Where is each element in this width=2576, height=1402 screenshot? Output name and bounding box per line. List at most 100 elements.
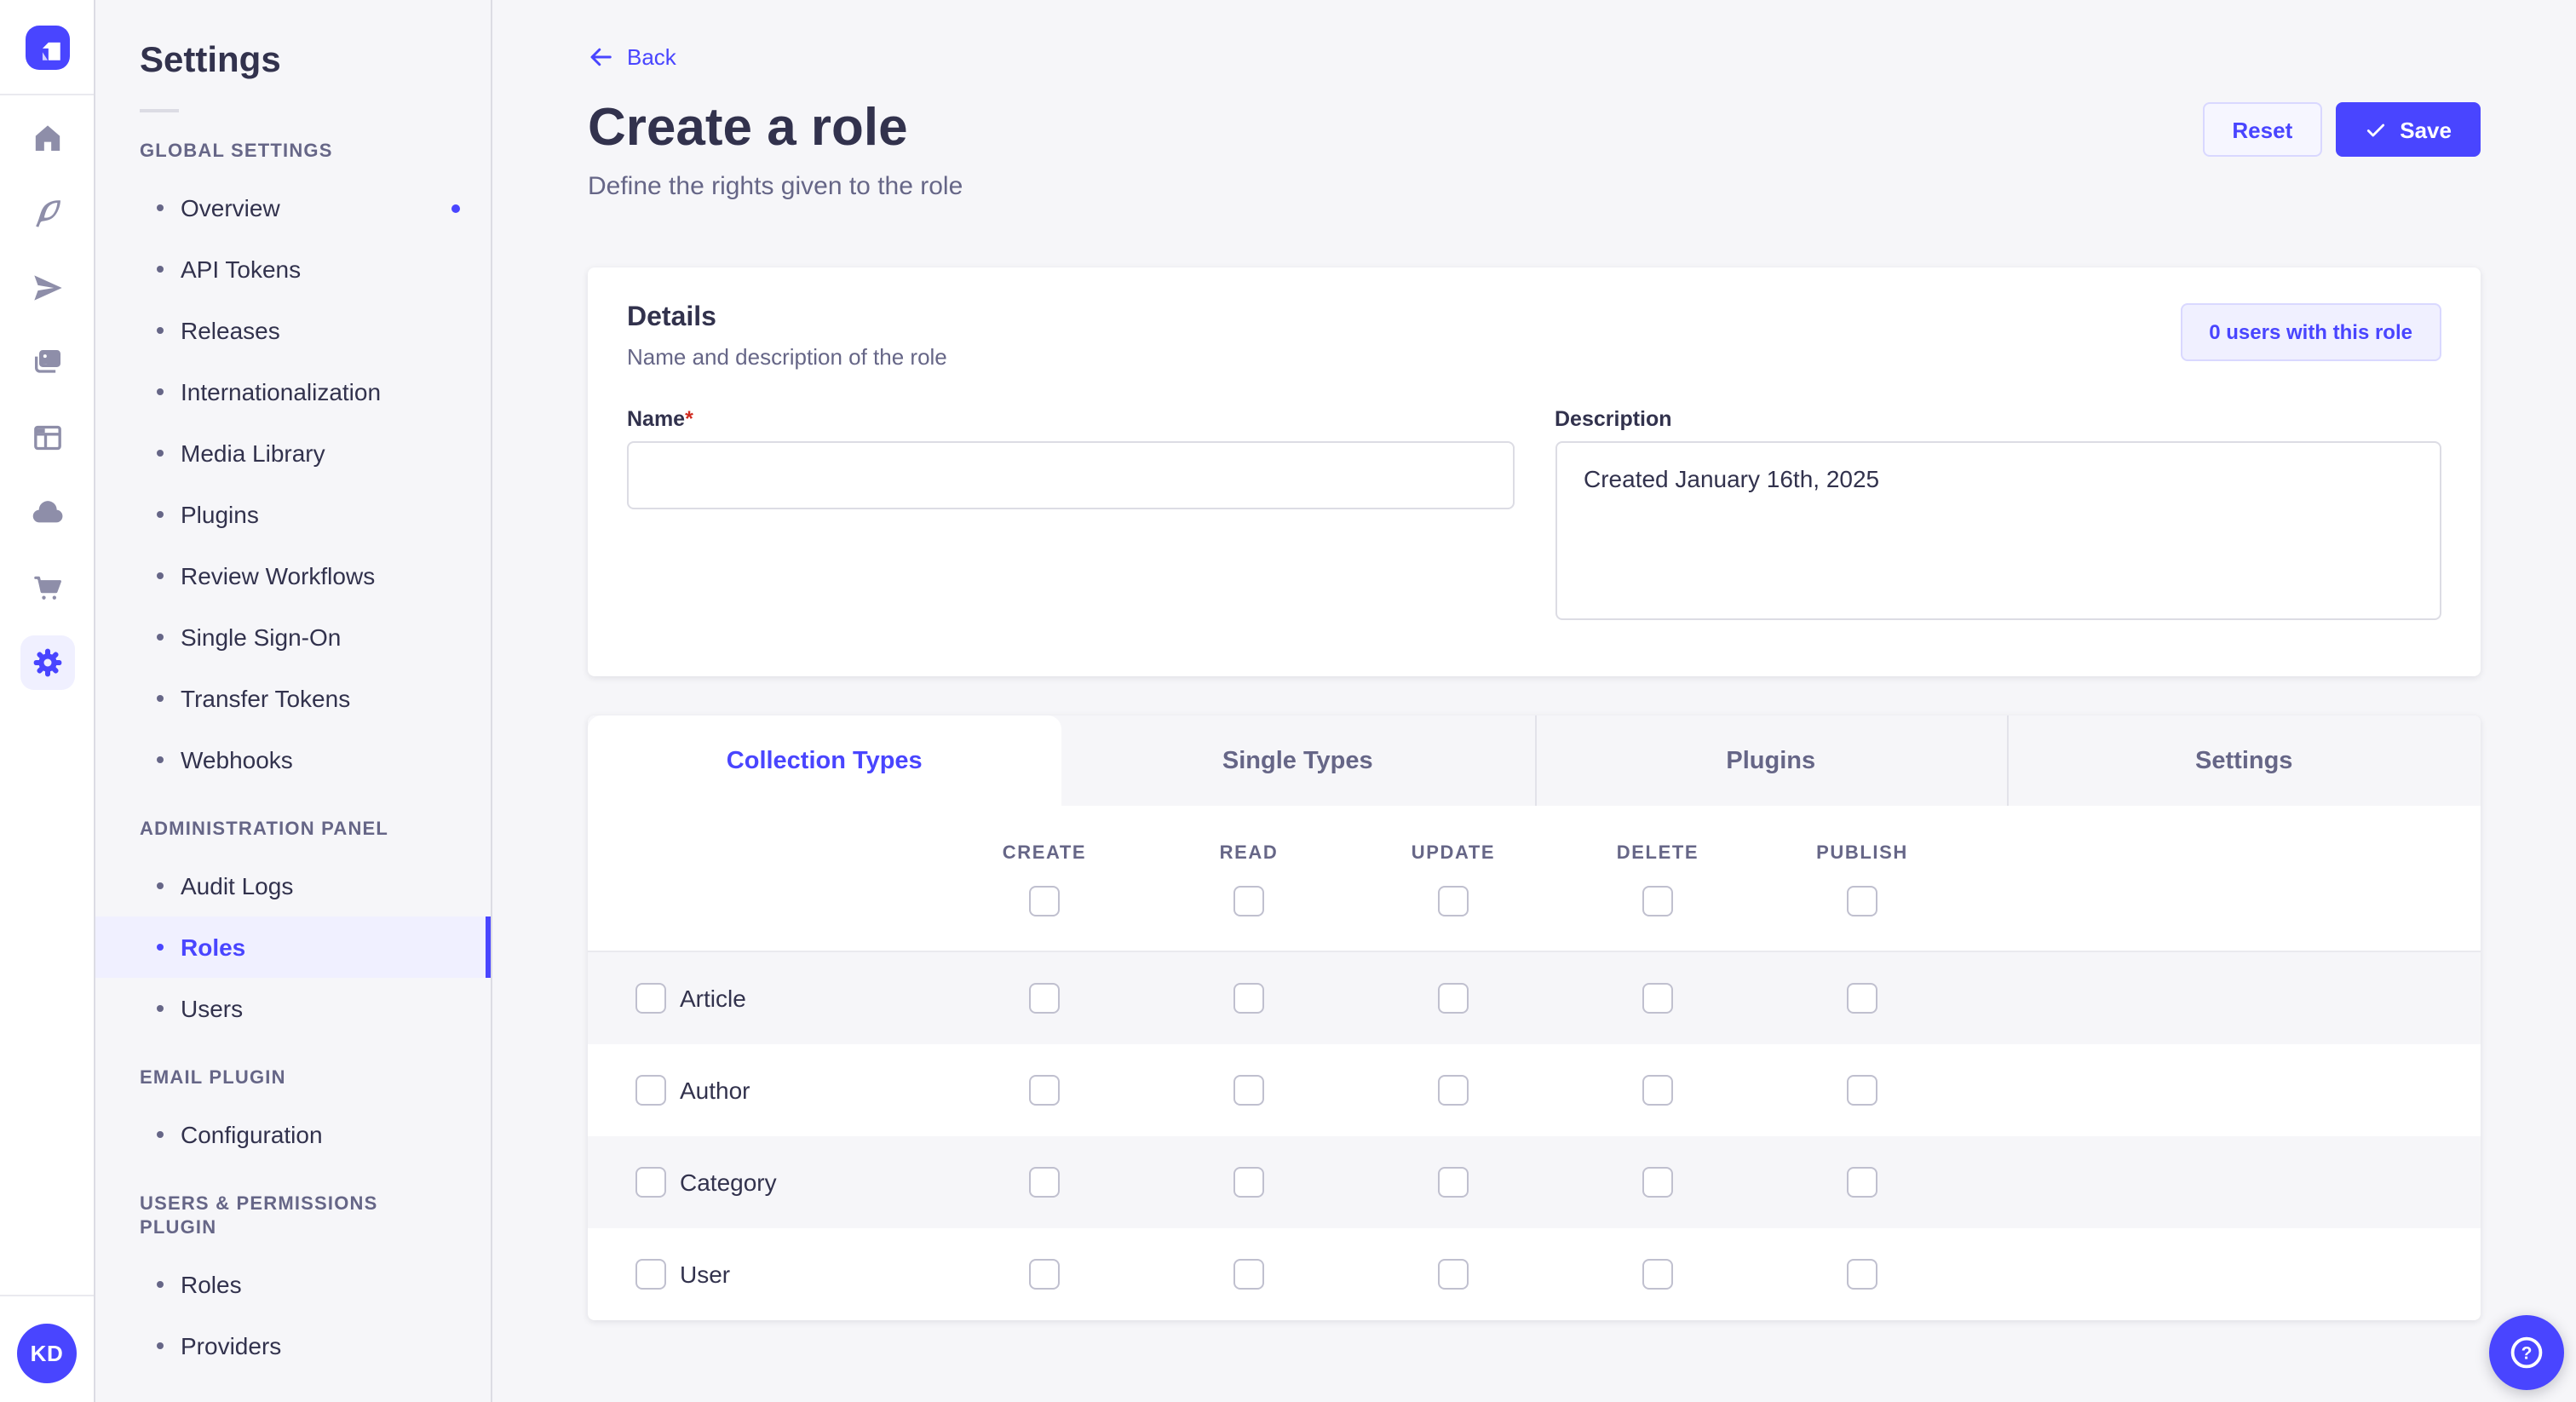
tab-plugins[interactable]: Plugins (1534, 715, 2008, 807)
sidebar-item-label: Media Library (181, 440, 325, 467)
category-read-checkbox[interactable] (1233, 1167, 1264, 1198)
sidebar-item-label: Roles (181, 1271, 242, 1298)
author-row-checkbox[interactable] (635, 1075, 666, 1106)
sidebar-item-up-providers[interactable]: Providers (95, 1315, 491, 1376)
permissions-rows: Article Author (588, 952, 2481, 1321)
permissions-header-row: CREATE READ UPDATE DELETE PUBLISH (588, 806, 2481, 953)
bullet-icon (157, 572, 164, 579)
permissions-card: Collection Types Single Types Plugins Se… (588, 715, 2481, 1321)
select-all-read-checkbox[interactable] (1233, 886, 1264, 917)
details-title: Details (627, 303, 716, 333)
category-publish-checkbox[interactable] (1847, 1167, 1877, 1198)
send-icon[interactable] (20, 261, 74, 315)
section-users-permissions-plugin: USERS & PERMISSIONS PLUGIN Roles Provide… (95, 1192, 491, 1376)
media-library-icon[interactable] (20, 336, 74, 390)
sidebar-item-label: Configuration (181, 1121, 323, 1148)
section-label: EMAIL PLUGIN (140, 1068, 286, 1089)
select-all-publish-checkbox[interactable] (1847, 886, 1877, 917)
user-delete-checkbox[interactable] (1642, 1259, 1673, 1290)
user-publish-checkbox[interactable] (1847, 1259, 1877, 1290)
sidebar-item-webhooks[interactable]: Webhooks (95, 729, 491, 790)
strapi-logo-icon[interactable] (25, 26, 69, 70)
article-update-checkbox[interactable] (1438, 983, 1469, 1014)
author-update-checkbox[interactable] (1438, 1075, 1469, 1106)
tab-collection-types[interactable]: Collection Types (588, 715, 1061, 807)
rail-icon-list (20, 95, 74, 710)
sidebar-item-plugins[interactable]: Plugins (95, 484, 491, 545)
article-publish-checkbox[interactable] (1847, 983, 1877, 1014)
section-label: USERS & PERMISSIONS PLUGIN (140, 1194, 378, 1238)
users-with-role-button[interactable]: 0 users with this role (2180, 303, 2441, 362)
back-link[interactable]: Back (588, 44, 676, 70)
check-icon (2366, 123, 2384, 136)
sidebar-item-overview[interactable]: Overview (95, 177, 491, 238)
category-delete-checkbox[interactable] (1642, 1167, 1673, 1198)
sidebar-item-label: Users (181, 995, 244, 1022)
author-read-checkbox[interactable] (1233, 1075, 1264, 1106)
category-row-checkbox[interactable] (635, 1167, 666, 1198)
user-avatar[interactable]: KD (17, 1324, 77, 1383)
table-row-author: Author (588, 1044, 2481, 1137)
tab-settings[interactable]: Settings (2007, 715, 2481, 807)
author-create-checkbox[interactable] (1029, 1075, 1060, 1106)
section-administration-panel: ADMINISTRATION PANEL Audit Logs Roles Us… (95, 818, 491, 1039)
sidebar-item-label: Single Sign-On (181, 623, 342, 651)
user-row-checkbox[interactable] (635, 1259, 666, 1290)
table-row-article: Article (588, 952, 2481, 1045)
home-icon[interactable] (20, 111, 74, 165)
settings-gear-icon[interactable] (20, 635, 74, 690)
sidebar-item-users[interactable]: Users (95, 978, 491, 1039)
save-button[interactable]: Save (2335, 102, 2481, 157)
select-all-delete-checkbox[interactable] (1642, 886, 1673, 917)
sidebar-item-up-roles[interactable]: Roles (95, 1254, 491, 1315)
rail-divider (0, 94, 94, 95)
page-title: Create a role (588, 97, 908, 157)
author-delete-checkbox[interactable] (1642, 1075, 1673, 1106)
article-create-checkbox[interactable] (1029, 983, 1060, 1014)
sidebar-item-label: Providers (181, 1332, 282, 1359)
sidebar-item-single-sign-on[interactable]: Single Sign-On (95, 606, 491, 668)
sidebar-item-label: Webhooks (181, 746, 293, 773)
sidebar-item-review-workflows[interactable]: Review Workflows (95, 545, 491, 606)
section-email-plugin: EMAIL PLUGIN Configuration (95, 1066, 491, 1165)
article-read-checkbox[interactable] (1233, 983, 1264, 1014)
sidebar-item-releases[interactable]: Releases (95, 300, 491, 361)
select-all-update-checkbox[interactable] (1438, 886, 1469, 917)
user-read-checkbox[interactable] (1233, 1259, 1264, 1290)
user-update-checkbox[interactable] (1438, 1259, 1469, 1290)
category-create-checkbox[interactable] (1029, 1167, 1060, 1198)
reset-button[interactable]: Reset (2203, 102, 2322, 157)
select-all-create-checkbox[interactable] (1029, 886, 1060, 917)
question-mark-icon: ? (2510, 1336, 2543, 1369)
marketplace-cart-icon[interactable] (20, 560, 74, 615)
sidebar-item-roles-active[interactable]: Roles (95, 916, 491, 978)
name-label: Name* (627, 407, 693, 432)
sidebar-item-api-tokens[interactable]: API Tokens (95, 238, 491, 300)
sidebar-item-internationalization[interactable]: Internationalization (95, 361, 491, 422)
sidebar-item-audit-logs[interactable]: Audit Logs (95, 855, 491, 916)
name-field-group: Name* (627, 407, 1514, 629)
author-publish-checkbox[interactable] (1847, 1075, 1877, 1106)
help-button[interactable]: ? (2489, 1315, 2564, 1390)
sidebar-item-transfer-tokens[interactable]: Transfer Tokens (95, 668, 491, 729)
header-actions: Reset Save (2203, 99, 2481, 157)
description-textarea[interactable]: Created January 16th, 2025 (1555, 441, 2441, 621)
row-label: Article (680, 985, 746, 1013)
row-label: Category (680, 1169, 777, 1197)
sidebar-item-configuration[interactable]: Configuration (95, 1104, 491, 1165)
notification-dot-icon (451, 204, 460, 212)
name-input[interactable] (627, 441, 1514, 510)
content-type-builder-icon[interactable] (20, 411, 74, 465)
rail-bottom: KD (0, 1295, 94, 1402)
article-delete-checkbox[interactable] (1642, 983, 1673, 1014)
user-create-checkbox[interactable] (1029, 1259, 1060, 1290)
category-update-checkbox[interactable] (1438, 1167, 1469, 1198)
page-subtitle: Define the rights given to the role (588, 172, 963, 202)
bullet-icon (157, 1005, 164, 1012)
feather-content-icon[interactable] (20, 186, 74, 240)
description-field-group: Description Created January 16th, 2025 (1555, 407, 2441, 629)
sidebar-item-media-library[interactable]: Media Library (95, 422, 491, 484)
tab-single-types[interactable]: Single Types (1222, 747, 1373, 775)
cloud-icon[interactable] (20, 486, 74, 540)
article-row-checkbox[interactable] (635, 983, 666, 1014)
